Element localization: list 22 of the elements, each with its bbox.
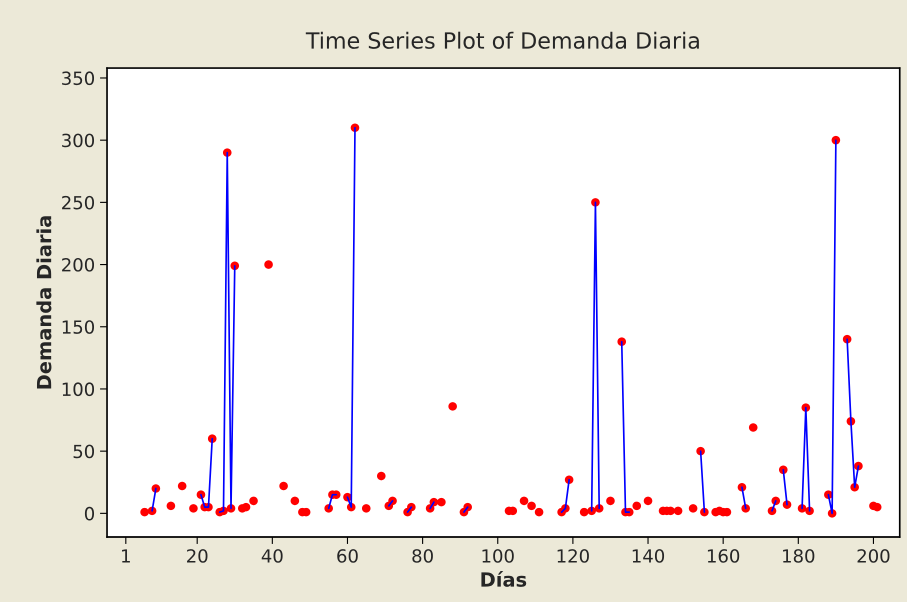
y-tick-label: 50 [74, 444, 94, 458]
y-tick-label: 150 [62, 320, 94, 334]
x-tick-label: 120 [558, 549, 589, 563]
x-tick-label: 160 [708, 549, 740, 563]
x-axis-title: Días [481, 571, 526, 587]
x-tick-label: 40 [262, 549, 283, 563]
chart-title: Time Series Plot of Demanda Diaria [306, 32, 699, 49]
x-tick-label: 1 [122, 549, 130, 563]
y-tick-label: 250 [62, 196, 94, 210]
x-tick-label: 20 [187, 549, 208, 563]
x-tick-label: 140 [632, 549, 664, 563]
y-tick-label: 350 [62, 71, 94, 86]
y-axis-title: Demanda Diaria [36, 216, 52, 389]
y-tick-label: 0 [84, 506, 94, 520]
y-tick-label: 200 [62, 258, 94, 272]
x-tick-label: 60 [337, 549, 358, 563]
y-tick-label: 300 [62, 134, 94, 148]
x-tick-label: 180 [783, 549, 814, 563]
y-tick-label: 100 [62, 382, 94, 396]
x-tick-label: 80 [412, 549, 433, 563]
x-tick-label: 200 [858, 549, 890, 563]
x-tick-label: 100 [482, 549, 514, 563]
